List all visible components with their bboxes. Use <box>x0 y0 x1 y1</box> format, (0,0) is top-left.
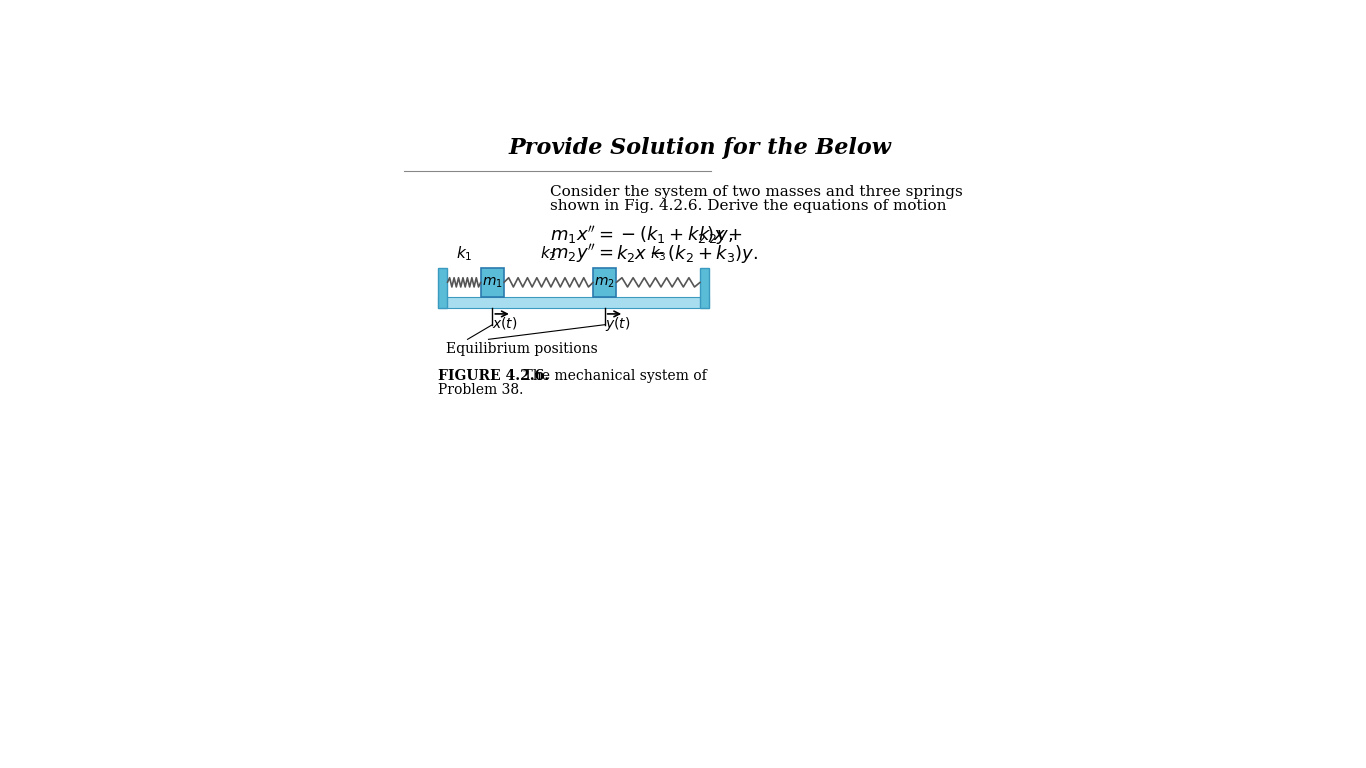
Bar <box>701 268 709 308</box>
Text: $m_2$: $m_2$ <box>594 275 615 290</box>
Text: $x(t)$: $x(t)$ <box>492 316 518 332</box>
Text: $m_1x^{\prime\prime} = -(k_1+k_2)x +$: $m_1x^{\prime\prime} = -(k_1+k_2)x +$ <box>550 223 743 246</box>
Text: $k_2y,$: $k_2y,$ <box>698 223 734 246</box>
Text: shown in Fig. 4.2.6. Derive the equations of motion: shown in Fig. 4.2.6. Derive the equation… <box>550 199 947 214</box>
Bar <box>593 268 616 297</box>
Text: Provide Solution for the Below: Provide Solution for the Below <box>508 137 892 160</box>
Text: $k_1$: $k_1$ <box>456 244 473 263</box>
Bar <box>438 297 709 308</box>
Text: $k_2$: $k_2$ <box>541 244 557 263</box>
Text: Equilibrium positions: Equilibrium positions <box>445 343 598 356</box>
Text: $m_1$: $m_1$ <box>482 275 503 290</box>
Bar <box>481 268 504 297</box>
Text: Consider the system of two masses and three springs: Consider the system of two masses and th… <box>550 185 963 199</box>
Text: $k_3$: $k_3$ <box>650 244 667 263</box>
Text: FIGURE 4.2.6.: FIGURE 4.2.6. <box>438 369 549 383</box>
Text: $k_2x - (k_2+k_3)y.$: $k_2x - (k_2+k_3)y.$ <box>616 243 758 265</box>
Text: $m_2y^{\prime\prime} =$: $m_2y^{\prime\prime} =$ <box>550 243 615 266</box>
Text: Problem 38.: Problem 38. <box>438 383 523 397</box>
Text: $y(t)$: $y(t)$ <box>605 316 630 333</box>
Bar <box>438 268 448 308</box>
Text: The mechanical system of: The mechanical system of <box>505 369 706 383</box>
